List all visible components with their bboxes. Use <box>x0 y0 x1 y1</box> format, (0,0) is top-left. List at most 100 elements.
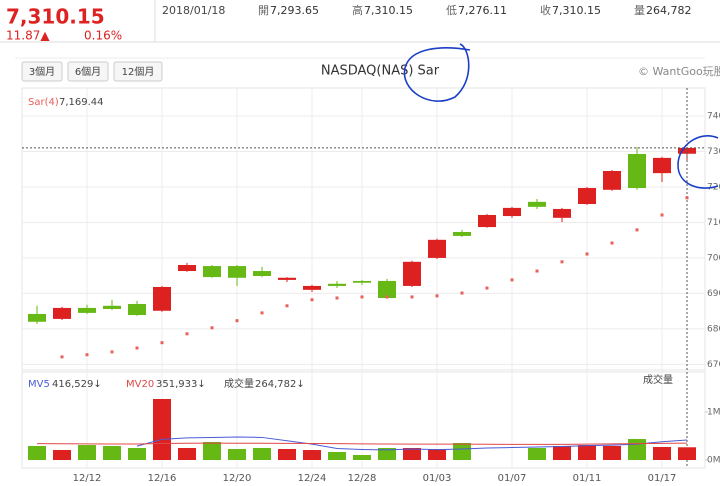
sar-dot <box>335 296 339 300</box>
field-value: 7,293.65 <box>270 4 319 17</box>
volume-bar <box>653 446 671 460</box>
sar-dot <box>360 295 364 299</box>
y-tick-label: 0M <box>707 456 720 466</box>
volume-bar <box>153 398 171 460</box>
date: 2018/01/18 <box>162 4 225 17</box>
volume-panel <box>21 371 706 469</box>
sar-dot <box>510 278 514 282</box>
sar-dot <box>160 341 164 345</box>
sar-dot <box>385 295 389 299</box>
sar-dot <box>285 304 289 308</box>
hand-drawn-circle <box>677 135 719 189</box>
ma-line <box>136 436 688 451</box>
volume-bar <box>553 445 571 460</box>
button-label[interactable]: 6個月 <box>75 65 101 78</box>
sar-dot <box>185 332 189 336</box>
volume-bar <box>353 455 371 460</box>
legend-value: 351,933↓ <box>156 379 206 390</box>
candle-body <box>403 261 421 286</box>
volume-bar <box>253 448 271 460</box>
volume-bar <box>453 443 471 460</box>
button-box[interactable] <box>113 61 163 82</box>
volume-bar <box>128 448 146 460</box>
sar-dot <box>435 294 439 298</box>
volume-bar <box>178 448 196 460</box>
price: 7,310.15 <box>6 5 105 29</box>
volume-bar <box>678 447 696 460</box>
candle-body <box>653 157 671 174</box>
y-tick-label: 7100 <box>707 218 720 228</box>
x-tick-label: 12/20 <box>223 473 252 484</box>
y-tick-label: 6900 <box>707 289 720 299</box>
x-tick-label: 01/17 <box>648 473 677 484</box>
legend-value: 264,782↓ <box>255 379 305 390</box>
sar-dot <box>535 269 539 273</box>
credit: © WantGoo玩股 <box>638 65 720 78</box>
legend-name: MV20 <box>126 379 154 390</box>
candle-body <box>53 307 71 319</box>
volume-bar <box>628 439 646 460</box>
legend-name: 成交量 <box>224 377 254 390</box>
range-button[interactable]: 6個月 <box>67 61 109 82</box>
sar-dot <box>410 295 414 299</box>
field-label: 收 <box>540 3 551 17</box>
x-tick-label: 01/07 <box>498 473 527 484</box>
hand-drawn-circle <box>403 43 471 102</box>
candle-body <box>28 313 46 322</box>
range-button[interactable]: 12個月 <box>113 61 163 82</box>
button-label[interactable]: 3個月 <box>29 65 55 78</box>
field-value: 264,782 <box>646 4 692 17</box>
candle-body <box>378 280 396 298</box>
candle-body <box>553 208 571 218</box>
candle-body <box>603 171 621 190</box>
candle-body <box>253 271 271 276</box>
candle-body <box>528 201 546 207</box>
sar-dot <box>110 350 114 354</box>
field-value: 7,276.11 <box>458 4 507 17</box>
panel-label: 成交量 <box>643 373 673 386</box>
y-tick-label: 7300 <box>707 147 720 157</box>
volume-bar <box>228 449 246 460</box>
sar-dot <box>560 260 564 264</box>
button-box[interactable] <box>67 61 109 82</box>
legend-value: 416,529↓ <box>52 379 102 390</box>
sar-dot <box>310 298 314 302</box>
price-panel <box>21 87 706 371</box>
volume-bar <box>103 445 121 460</box>
sar-dot <box>260 311 264 315</box>
volume-bar <box>328 451 346 460</box>
legend-name: Sar(4) <box>28 97 59 108</box>
candle-body <box>103 305 121 309</box>
y-tick-label: 7000 <box>707 253 720 263</box>
sar-dot <box>60 355 64 359</box>
candle-body <box>628 153 646 189</box>
field-value: 7,310.15 <box>364 4 413 17</box>
button-label[interactable]: 12個月 <box>122 65 155 78</box>
candle-body <box>78 307 96 313</box>
volume-bar <box>378 448 396 460</box>
y-tick-label: 1M <box>707 408 720 418</box>
range-button[interactable]: 3個月 <box>21 61 63 82</box>
sar-dot <box>635 228 639 232</box>
volume-bar <box>278 449 296 460</box>
volume-bar <box>78 445 96 460</box>
sar-dot <box>485 286 489 290</box>
volume-bar <box>428 449 446 460</box>
candle-body <box>578 188 596 204</box>
volume-bar <box>528 448 546 460</box>
candle-body <box>503 207 521 217</box>
x-tick-label: 12/12 <box>73 473 102 484</box>
button-box[interactable] <box>21 61 63 82</box>
volume-bar <box>203 442 221 460</box>
sar-dot <box>460 291 464 295</box>
volume-bar <box>53 450 71 460</box>
field-label: 高 <box>352 3 363 17</box>
candle-body <box>678 147 696 154</box>
volume-bar <box>303 450 321 460</box>
chart-title: NASDAQ(NAS) Sar <box>321 64 440 79</box>
candle-body <box>178 265 196 272</box>
candle-body <box>428 239 446 258</box>
sar-dot <box>235 319 239 323</box>
volume-bar <box>403 448 421 460</box>
